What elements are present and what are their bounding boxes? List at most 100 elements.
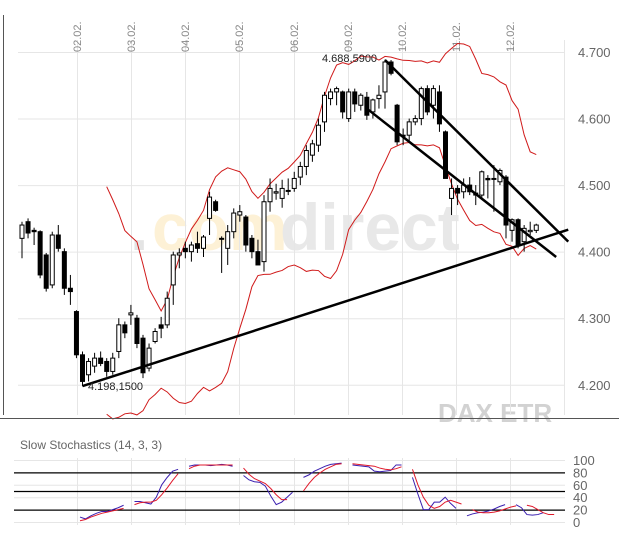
stoch-K-line	[466, 504, 506, 517]
candle-up	[19, 224, 25, 239]
candle-up	[346, 91, 352, 120]
candle-down	[340, 91, 346, 113]
candle-down	[80, 354, 85, 382]
candle-up	[479, 171, 485, 196]
candle-up	[370, 99, 376, 113]
candle-down	[255, 251, 261, 266]
candle-up	[49, 234, 55, 286]
candle-up	[376, 94, 382, 100]
x-tick-label: 11.02.	[451, 22, 463, 52]
x-tick-label: 06.02.	[289, 21, 301, 52]
candle-up	[412, 118, 418, 123]
candle-up	[273, 191, 279, 194]
candle-up	[297, 165, 303, 178]
candle-up	[146, 347, 152, 369]
candle-down	[394, 104, 400, 143]
candle-down	[436, 91, 442, 125]
stoch-D-line	[243, 467, 288, 501]
high-annotation: 4.688,5900	[322, 53, 377, 65]
instrument-label: DAX ETR	[438, 398, 552, 428]
candle-up	[491, 177, 497, 180]
y-tick-label: 4.200	[578, 378, 611, 393]
candle-up	[164, 297, 170, 326]
bollinger-upper	[106, 43, 537, 312]
y-axis-labels: 4.700 4.600 4.500 4.400 4.300 4.200	[578, 45, 611, 393]
candle-down	[98, 357, 104, 364]
low-annotation: 4.198,1500	[88, 381, 143, 393]
trendline-channel-bottom	[366, 107, 557, 258]
trendline-support	[82, 228, 569, 388]
candle-down	[25, 221, 31, 234]
candle-up	[92, 357, 98, 367]
candle-down	[243, 216, 249, 246]
stoch-K-line	[411, 477, 457, 511]
candle-up	[86, 360, 92, 376]
candle-up	[219, 237, 225, 240]
x-tick-label: 05.02.	[234, 21, 246, 52]
candle-down	[37, 231, 43, 276]
stochastics-lines	[79, 462, 555, 522]
stoch-y-tick: 0	[573, 515, 580, 530]
candle-up	[303, 149, 309, 167]
bollinger-bands	[106, 43, 537, 420]
candle-down	[55, 234, 61, 249]
candle-down	[485, 177, 491, 181]
candle-up	[188, 244, 194, 253]
candle-up	[358, 94, 364, 106]
stochastics-title: Slow Stochastics (14, 3, 3)	[20, 438, 162, 452]
x-tick-label: 10.02.	[397, 21, 409, 52]
candle-up	[201, 236, 206, 249]
candle-up	[207, 196, 213, 219]
stoch-K-line	[515, 504, 544, 516]
stoch-K-line	[243, 475, 293, 506]
candle-up	[430, 88, 436, 106]
candle-up	[267, 187, 273, 203]
x-tick-label: 03.02.	[126, 21, 138, 52]
candle-up	[176, 252, 182, 256]
candle-down	[140, 337, 146, 374]
candle-down	[104, 360, 110, 372]
candle-down	[31, 229, 37, 233]
candle-up	[116, 324, 122, 352]
candle-up	[322, 94, 327, 123]
stoch-D-line	[79, 507, 124, 522]
candle-up	[261, 201, 267, 263]
candle-down	[455, 187, 461, 194]
candle-up	[334, 88, 340, 93]
candle-up	[279, 187, 285, 199]
candle-up	[170, 254, 176, 286]
stochastics-grid	[14, 458, 565, 525]
y-tick-label: 4.300	[578, 311, 611, 326]
x-axis-labels: 02.02. 03.02. 04.02. 05.02. 06.02. 09.02. 10.0…	[72, 21, 517, 52]
candle-down	[67, 287, 73, 293]
watermark-direct: direct	[280, 190, 460, 264]
candle-up	[231, 212, 237, 233]
candle-up	[291, 177, 297, 189]
candle-down	[249, 237, 255, 253]
candle-up	[110, 357, 116, 372]
stoch-D-line	[472, 505, 517, 514]
candle-down	[158, 324, 164, 329]
trendlines	[82, 59, 570, 388]
trendline-channel-top	[384, 59, 570, 243]
candle-up	[128, 312, 134, 316]
stoch-D-line	[303, 463, 342, 492]
candle-up	[328, 91, 334, 100]
x-tick-label: 02.02.	[72, 21, 84, 52]
stoch-y-tick: 20	[573, 503, 587, 518]
stoch-D-line	[526, 504, 555, 516]
bollinger-lower	[106, 142, 537, 420]
candle-up	[152, 331, 158, 342]
stoch-y-tick: 60	[573, 478, 587, 493]
watermark-dot: .	[130, 190, 148, 264]
candle-down	[515, 219, 521, 246]
candle-up	[382, 61, 388, 93]
x-tick-label: 04.02.	[180, 21, 192, 52]
candle-up	[237, 211, 243, 216]
candle-up	[527, 229, 533, 233]
candle-up	[225, 231, 231, 249]
x-tick-label: 12.02.	[505, 21, 517, 52]
candle-up	[285, 189, 291, 192]
